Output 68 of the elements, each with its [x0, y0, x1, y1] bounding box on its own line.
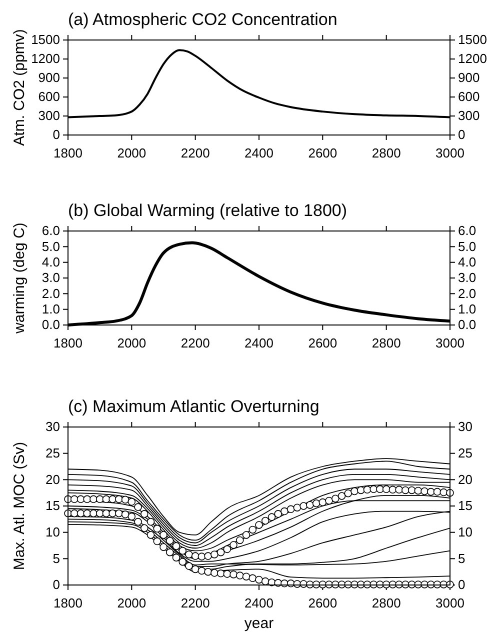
x-tick-label: 2800: [372, 145, 401, 160]
y2-tick-label: 0: [458, 577, 466, 592]
y-tick-label: 5: [52, 550, 60, 566]
y-tick-label: 0: [52, 127, 60, 142]
x-tick-label: 2600: [308, 335, 338, 350]
y2-tick-label: 900: [458, 70, 480, 86]
y-tick-label: 6.0: [42, 223, 60, 238]
y-tick-label: 600: [38, 89, 60, 104]
y2-tick-label: 1200: [458, 51, 487, 66]
x-tick-label: 2600: [308, 595, 338, 610]
y-axis-title: Atm. CO2 (ppmv): [11, 29, 28, 146]
x-tick-label: 3000: [436, 595, 464, 610]
y2-tick-label: 5.0: [458, 238, 476, 254]
chart-title: (a) Atmospheric CO2 Concentration: [68, 10, 338, 29]
y2-tick-label: 20: [458, 472, 472, 487]
y2-tick-label: 2.0: [458, 286, 476, 301]
x-tick-label: 2600: [308, 145, 338, 160]
y2-tick-label: 300: [458, 108, 480, 124]
chart-title: (c) Maximum Atlantic Overturning: [68, 397, 320, 416]
y2-tick-label: 1.0: [458, 301, 476, 316]
y-tick-label: 0: [52, 577, 60, 592]
y2-tick-label: 3.0: [458, 270, 476, 286]
x-axis-title: year: [244, 615, 274, 632]
y2-tick-label: 25: [458, 445, 472, 460]
y-tick-label: 30: [46, 419, 60, 434]
y2-tick-label: 30: [458, 419, 472, 434]
x-tick-label: 2000: [117, 145, 146, 160]
y-tick-label: 1.0: [42, 301, 60, 316]
y2-tick-label: 6.0: [458, 223, 476, 238]
y-tick-label: 1500: [31, 32, 60, 48]
y-tick-label: 4.0: [42, 254, 60, 270]
y-axis-title: warming (deg C): [11, 222, 28, 334]
x-tick-label: 2400: [244, 595, 274, 610]
x-tick-label: 3000: [436, 145, 464, 160]
x-tick-label: 3000: [436, 335, 464, 350]
y2-tick-label: 0.0: [458, 317, 476, 332]
y2-tick-label: 0: [458, 127, 466, 142]
y2-tick-label: 5: [458, 550, 466, 566]
x-tick-label: 2400: [244, 335, 274, 350]
y-tick-label: 3.0: [42, 270, 60, 286]
y-tick-label: 0.0: [42, 317, 60, 332]
y-tick-label: 20: [46, 472, 60, 487]
y2-tick-label: 10: [458, 524, 472, 540]
x-tick-label: 2000: [117, 595, 146, 610]
x-tick-label: 2200: [180, 145, 210, 160]
y2-tick-label: 4.0: [458, 254, 476, 270]
x-tick-label: 2400: [244, 145, 274, 160]
x-tick-label: 2200: [180, 335, 210, 350]
y2-tick-label: 600: [458, 89, 480, 104]
x-tick-label: 1800: [54, 335, 82, 350]
y2-tick-label: 1500: [458, 32, 487, 48]
y-tick-label: 2.0: [42, 286, 60, 301]
y-tick-label: 900: [38, 70, 60, 86]
x-tick-label: 2800: [372, 335, 401, 350]
y2-tick-label: 15: [458, 498, 472, 514]
x-tick-label: 2800: [372, 595, 401, 610]
y-tick-label: 25: [46, 445, 60, 460]
y-tick-label: 1200: [31, 51, 60, 66]
x-tick-label: 2000: [117, 335, 146, 350]
y-tick-label: 15: [46, 498, 60, 514]
x-tick-label: 1800: [54, 145, 82, 160]
y-axis-title: Max. Atl. MOC (Sv): [11, 442, 28, 570]
y-tick-label: 5.0: [42, 238, 60, 254]
x-tick-label: 1800: [54, 595, 82, 610]
y-tick-label: 300: [38, 108, 60, 124]
y-tick-label: 10: [46, 524, 60, 540]
chart-title: (b) Global Warming (relative to 1800): [68, 201, 348, 220]
x-tick-label: 2200: [180, 595, 210, 610]
